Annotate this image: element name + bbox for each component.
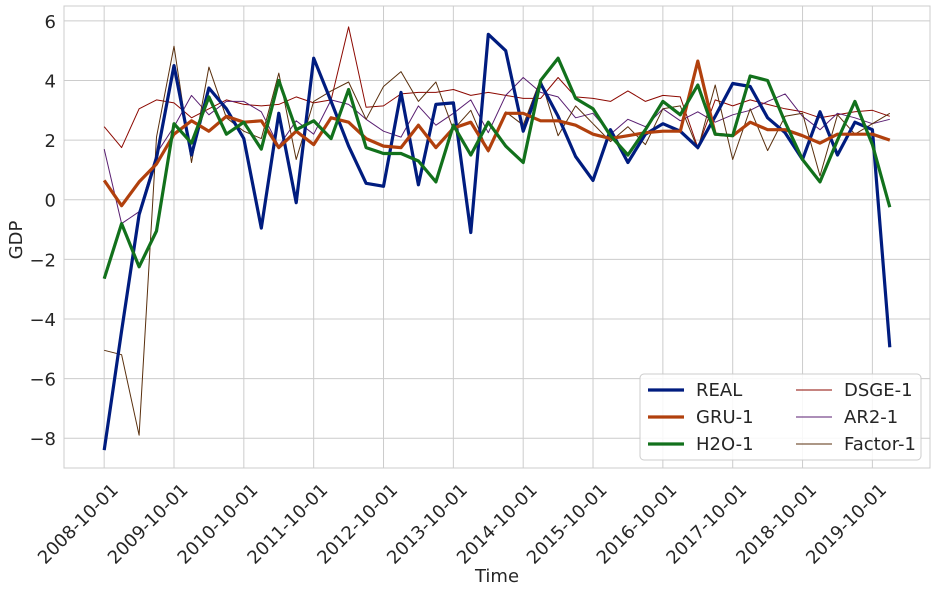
y-axis-ticks: −8 −6 −4 −2 0 2 4 6 [29,12,56,450]
series-lines [102,26,892,451]
legend-label: Factor-1 [844,434,916,455]
y-tick-label: −6 [29,370,56,391]
legend-label: GRU-1 [696,407,754,428]
y-tick-label: 2 [45,131,56,152]
series-line-h2o-1 [102,56,892,280]
y-tick-label: −4 [29,310,56,331]
legend-label: DSGE-1 [844,380,913,401]
y-tick-label: −8 [29,429,56,450]
legend-label: AR2-1 [844,407,898,428]
legend: REAL GRU-1 H2O-1 DSGE-1 AR2-1 Factor-1 [639,373,922,461]
legend-box [639,373,922,461]
y-tick-label: −2 [29,250,56,271]
series-line-real [102,32,892,451]
y-tick-label: 6 [45,12,56,33]
legend-label: H2O-1 [696,434,754,455]
y-axis-label: GDP [6,221,27,260]
y-tick-label: 0 [45,191,56,212]
x-axis-ticks: 2008-10-012009-10-012010-10-012011-10-01… [34,480,891,569]
y-tick-label: 4 [45,72,56,93]
series-line-ar2-1 [103,77,890,225]
legend-label: REAL [696,380,742,401]
x-axis-label: Time [474,566,519,587]
